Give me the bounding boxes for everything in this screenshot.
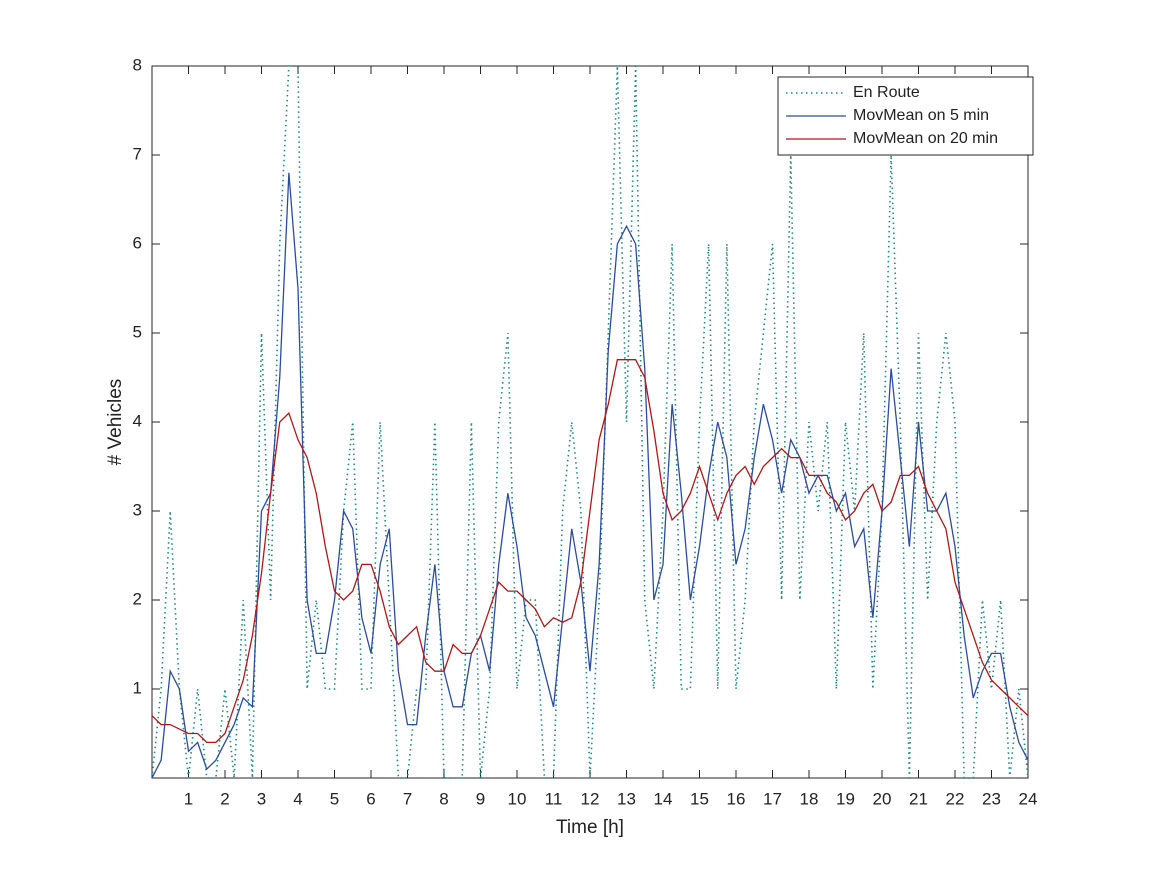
x-tick-label: 15	[690, 789, 709, 808]
x-tick-label: 24	[1019, 789, 1038, 808]
x-tick-label: 14	[654, 789, 673, 808]
x-tick-label: 5	[330, 789, 339, 808]
y-tick-label: 8	[133, 55, 142, 74]
x-tick-label: 12	[581, 789, 600, 808]
x-tick-label: 20	[873, 789, 892, 808]
y-tick-label: 6	[133, 233, 142, 252]
y-tick-label: 7	[133, 144, 142, 163]
x-tick-label: 8	[439, 789, 448, 808]
x-tick-label: 10	[508, 789, 527, 808]
x-tick-label: 17	[763, 789, 782, 808]
x-tick-label: 9	[476, 789, 485, 808]
x-tick-label: 3	[257, 789, 266, 808]
x-tick-label: 1	[184, 789, 193, 808]
data-line	[151, 359, 1029, 744]
x-tick-label: 6	[366, 789, 375, 808]
x-tick-label: 16	[727, 789, 746, 808]
y-tick-label: 5	[133, 322, 142, 341]
x-tick-label: 18	[800, 789, 819, 808]
legend-label: En Route	[853, 84, 920, 101]
legend-label: MovMean on 20 min	[853, 130, 998, 147]
x-tick-label: 13	[617, 789, 636, 808]
x-axis-label: Time [h]	[556, 817, 624, 838]
x-tick-label: 21	[909, 789, 928, 808]
x-tick-label: 2	[220, 789, 229, 808]
x-tick-label: 23	[982, 789, 1001, 808]
y-axis-label: # Vehicles	[105, 379, 126, 466]
y-tick-label: 1	[133, 678, 142, 697]
x-tick-label: 22	[946, 789, 965, 808]
x-tick-label: 4	[293, 789, 302, 808]
y-tick-label: 2	[133, 589, 142, 608]
legend-label: MovMean on 5 min	[853, 107, 989, 124]
x-tick-label: 11	[545, 789, 563, 808]
y-tick-label: 4	[133, 411, 142, 430]
y-tick-label: 3	[133, 500, 142, 519]
x-tick-label: 19	[836, 789, 855, 808]
x-tick-label: 7	[403, 789, 412, 808]
plot-area	[151, 65, 1029, 779]
